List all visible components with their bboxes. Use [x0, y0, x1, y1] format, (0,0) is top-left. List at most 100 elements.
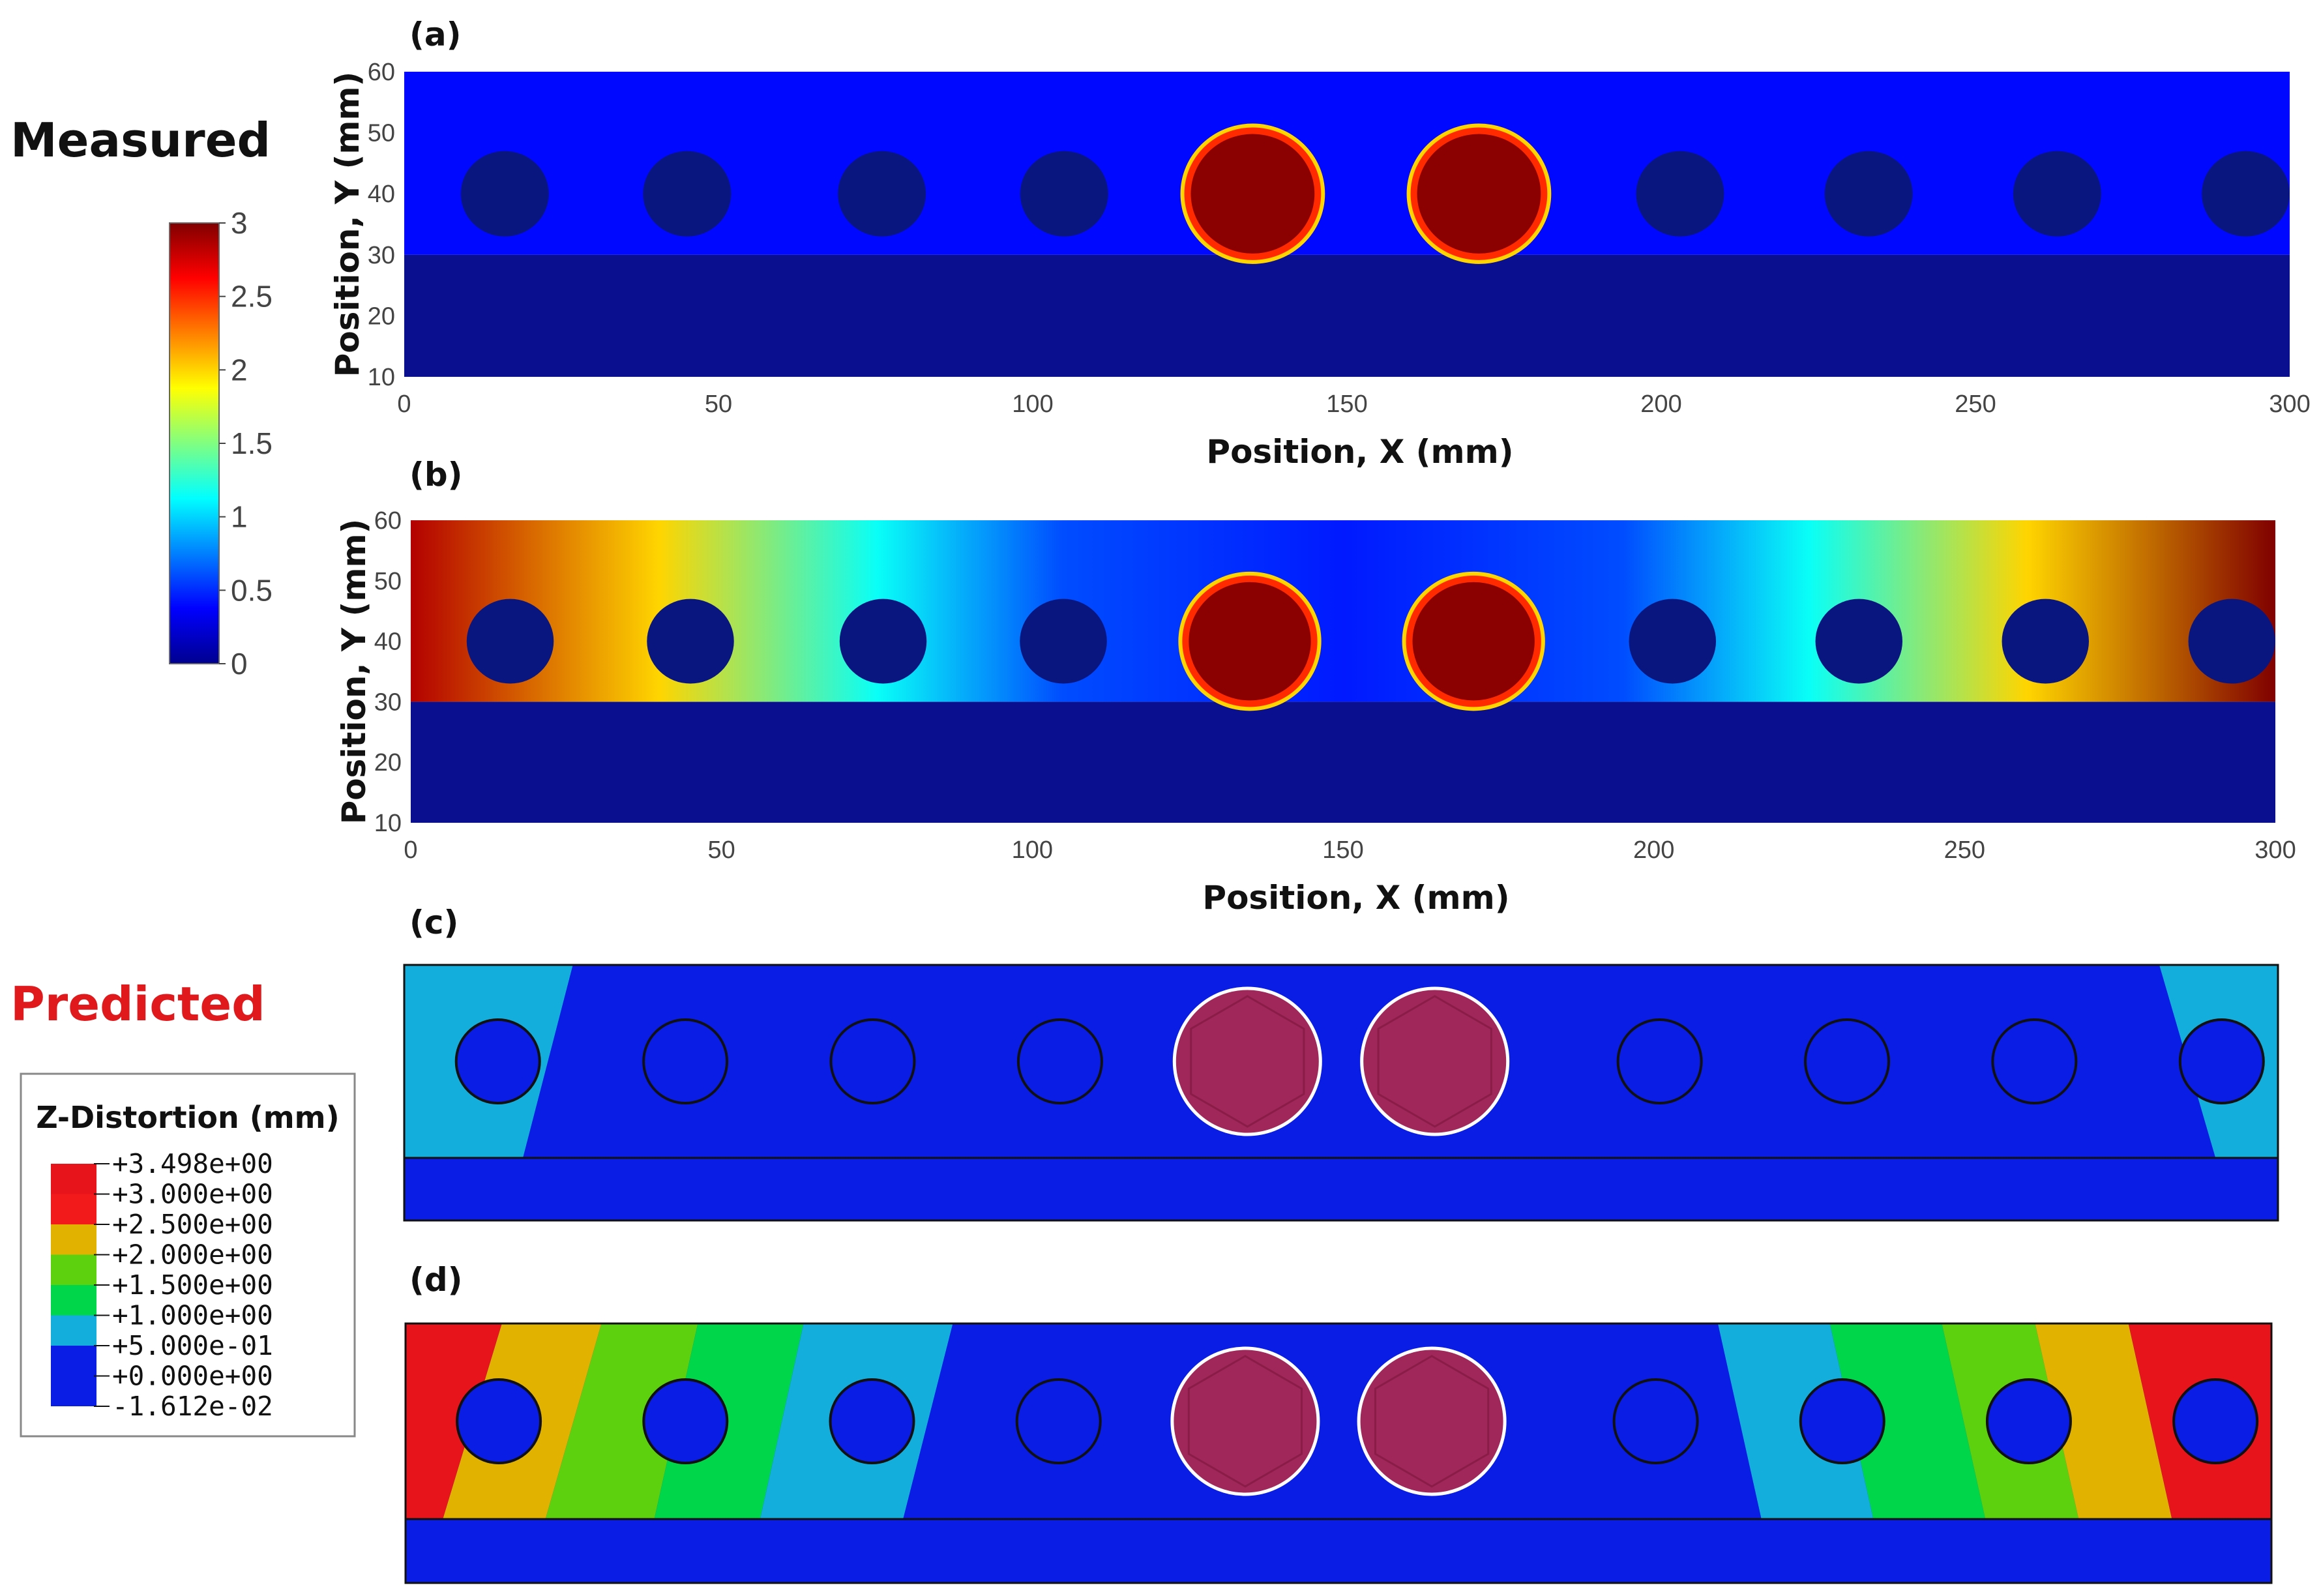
bolt-head-hexagon — [1377, 995, 1492, 1128]
y-tick-label: 60 — [368, 59, 395, 86]
panel-d-label: (d) — [409, 1261, 463, 1299]
hot-spot-core — [1412, 582, 1535, 701]
heatmap-hole — [643, 151, 732, 237]
legend-band — [51, 1194, 96, 1224]
x-tick-label: 300 — [2254, 836, 2296, 864]
legend-band — [51, 1346, 96, 1376]
colorbar-tick-label: 0 — [231, 647, 248, 681]
legend-band — [51, 1376, 96, 1406]
heatmap-hole — [1815, 598, 1902, 684]
panel-c-label: (c) — [409, 904, 458, 941]
y-tick-label: 30 — [368, 242, 395, 269]
contour-hole — [1616, 1018, 1703, 1104]
x-tick-label: 50 — [708, 836, 735, 864]
measured-label: Measured — [10, 113, 271, 168]
contour-band — [2035, 1323, 2172, 1519]
contour-hole — [454, 1018, 541, 1104]
contour-hole — [456, 1378, 542, 1464]
y-tick-label: 20 — [374, 749, 402, 776]
x-tick-label: 100 — [1012, 836, 1053, 864]
x-tick-label: 250 — [1944, 836, 1985, 864]
bolt-head-circle — [1170, 1346, 1320, 1496]
heatmap-hole — [1629, 598, 1716, 684]
predicted-label: Predicted — [10, 977, 265, 1031]
heatmap-hole — [838, 151, 926, 237]
contour-band — [406, 1323, 502, 1519]
contour-hole — [1799, 1378, 1885, 1464]
panel-a-measured-heatmap: 0 50 100 150 200 250 300605040302010Position, … — [329, 59, 2311, 471]
legend-value: +1.000e+00 — [112, 1300, 273, 1331]
contour-band — [545, 1323, 698, 1519]
legend-value: +1.500e+00 — [112, 1269, 273, 1301]
contour-hole — [1803, 1018, 1890, 1104]
colorbar-tick-label: 1.5 — [231, 426, 273, 460]
x-tick-label: 150 — [1326, 391, 1367, 418]
y-tick-label: 50 — [368, 120, 395, 147]
y-tick-label: 40 — [368, 181, 395, 208]
y-tick-label: 20 — [368, 303, 395, 330]
x-tick-label: 250 — [1955, 391, 1996, 418]
legend-value: -1.612e-02 — [112, 1391, 273, 1422]
bolt-head-hexagon — [1187, 1355, 1303, 1488]
bolt-head-circle — [1360, 986, 1510, 1136]
legend-value: +5.000e-01 — [112, 1330, 273, 1361]
colorbar-tick-label: 1 — [231, 500, 248, 534]
x-axis-title: Position, X (mm) — [1202, 879, 1509, 917]
bolt-head-circle — [1172, 986, 1322, 1136]
contour-hole — [2172, 1378, 2259, 1464]
x-tick-label: 0 — [397, 391, 411, 418]
y-axis-title: Position, Y (mm) — [329, 72, 366, 377]
contour-hole — [1991, 1018, 2078, 1104]
heatmap-plate-region — [411, 520, 2275, 702]
y-axis-title: Position, Y (mm) — [335, 519, 373, 825]
bolt-head-hexagon — [1374, 1355, 1490, 1488]
legend-band — [51, 1315, 96, 1346]
x-tick-label: 150 — [1322, 836, 1363, 864]
contour-band — [654, 1323, 804, 1519]
x-tick-label: 0 — [404, 836, 417, 864]
x-tick-label: 50 — [705, 391, 732, 418]
y-tick-label: 10 — [368, 364, 395, 391]
measured-colorbar: 3 2.5 2 1.5 1 0.5 0 — [169, 206, 273, 681]
colorbar-tick-label: 2 — [231, 353, 248, 387]
legend-title: Z-Distortion (mm) — [36, 1100, 339, 1135]
panel-c-predicted-contour — [403, 964, 2279, 1222]
y-tick-label: 40 — [374, 628, 402, 656]
y-tick-label: 60 — [374, 507, 402, 535]
legend-value: +2.000e+00 — [112, 1239, 273, 1271]
panel-b-label: (b) — [409, 456, 463, 494]
y-tick-label: 10 — [374, 810, 402, 837]
legend-value: +3.000e+00 — [112, 1179, 273, 1210]
contour-band — [1717, 1323, 1874, 1519]
contour-hole — [1612, 1378, 1699, 1464]
heatmap-hole — [466, 598, 554, 684]
contour-hole — [829, 1378, 915, 1464]
hot-spot-core — [1190, 134, 1315, 254]
contour-hole — [642, 1018, 729, 1104]
heatmap-hole — [1824, 151, 1913, 237]
heatmap-hole — [1020, 151, 1108, 237]
contour-hole — [2178, 1018, 2265, 1104]
x-axis-title: Position, X (mm) — [1206, 433, 1513, 471]
panel-d-predicted-contour — [404, 1322, 2273, 1584]
heatmap-hole — [460, 151, 549, 237]
heatmap-plate-region — [404, 72, 2290, 255]
contour-base-region — [403, 1157, 2279, 1222]
legend-band — [51, 1285, 96, 1316]
heatmap-hole — [2013, 151, 2101, 237]
contour-hole — [829, 1018, 916, 1104]
hot-spot-core — [1417, 134, 1541, 254]
bolt-head-hexagon — [1190, 995, 1305, 1128]
contour-hole — [1016, 1018, 1103, 1104]
heatmap-hole — [839, 598, 927, 684]
z-distortion-legend: Z-Distortion (mm) +3.498e+00+3.000e+00+2… — [20, 1072, 356, 1438]
x-tick-label: 200 — [1633, 836, 1674, 864]
colorbar-tick-label: 0.5 — [231, 573, 273, 607]
panel-a-label: (a) — [409, 16, 461, 53]
heatmap-hole — [2202, 151, 2290, 237]
legend-band — [51, 1254, 96, 1285]
x-tick-label: 200 — [1640, 391, 1681, 418]
contour-hole — [1015, 1378, 1102, 1464]
heatmap-base-region — [404, 254, 2290, 377]
